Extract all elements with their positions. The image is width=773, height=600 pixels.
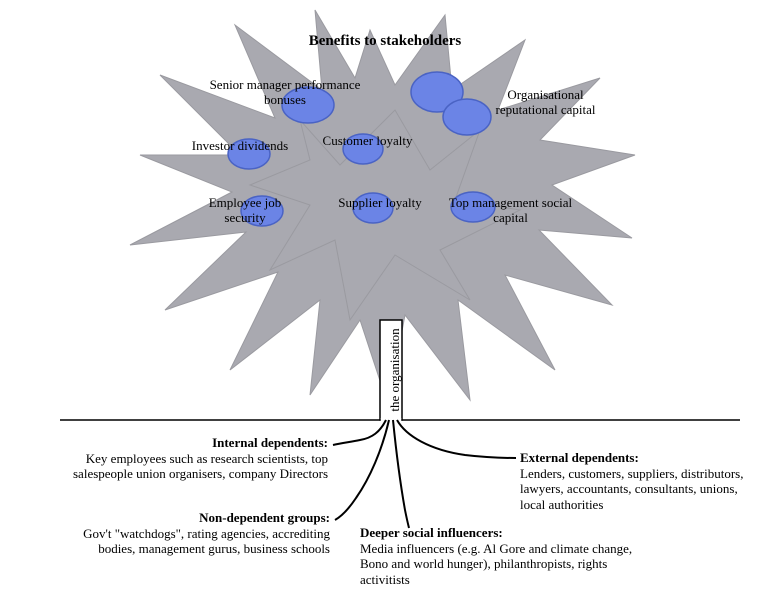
root-body: Gov't "watchdogs", rating agencies, accr… [83,526,330,557]
root-deeper-social-influencers: Deeper social influencers: Media influen… [360,525,660,587]
root-paths [333,420,516,528]
root-heading: Internal dependents: [212,435,328,450]
label-senior-bonuses: Senior manager performance bonuses [205,78,365,108]
root-internal-dependents: Internal dependents: Key employees such … [48,435,328,482]
label-org-reputation: Organisational reputational capital [478,88,613,118]
label-top-management: Top management social capital [438,196,583,226]
root-body: Media influencers (e.g. Al Gore and clim… [360,541,632,587]
root-heading: Deeper social influencers: [360,525,503,540]
root-non-dependent-groups: Non-dependent groups: Gov't "watchdogs",… [48,510,330,557]
label-customer-loyalty: Customer loyalty [320,134,415,149]
diagram-title: Benefits to stakeholders [270,33,500,50]
root-heading: External dependents: [520,450,639,465]
root-external-dependents: External dependents: Lenders, customers,… [520,450,760,512]
label-investor-dividends: Investor dividends [190,139,290,154]
label-supplier-loyalty: Supplier loyalty [335,196,425,211]
root-body: Lenders, customers, suppliers, distribut… [520,466,744,512]
diagram-stage: Benefits to stakeholders Senior manager … [0,0,773,600]
trunk-label: the organisation [387,315,403,425]
label-employee-security: Employee job security [190,196,300,226]
root-body: Key employees such as research scientist… [73,451,328,482]
root-heading: Non-dependent groups: [199,510,330,525]
